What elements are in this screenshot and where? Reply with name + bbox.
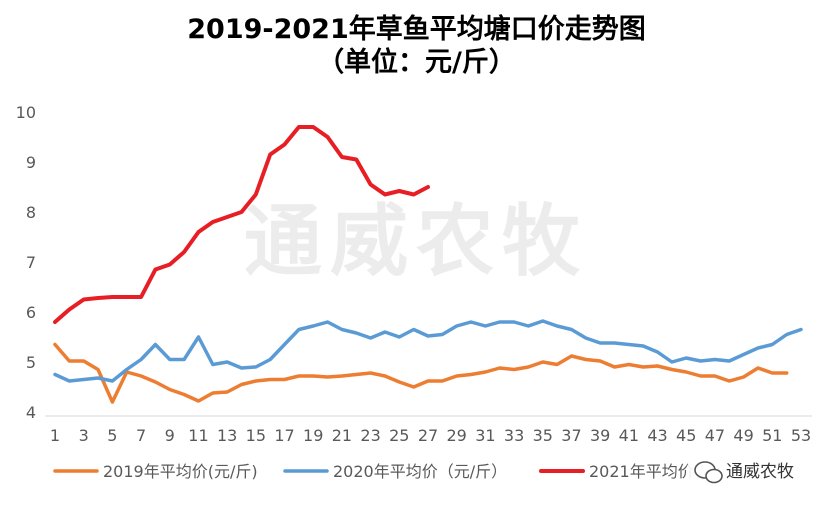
x-tick-label: 39 xyxy=(590,426,610,445)
x-tick-label: 17 xyxy=(274,426,294,445)
legend-label: 2021年平均价 xyxy=(589,462,694,481)
series-line-1 xyxy=(53,342,789,404)
x-tick-label: 53 xyxy=(791,426,811,445)
x-tick-label: 29 xyxy=(447,426,467,445)
legend-label: 2019年平均价(元/斤) xyxy=(103,462,258,481)
y-tick-label: 5 xyxy=(26,353,36,372)
x-tick-label: 45 xyxy=(676,426,696,445)
y-tick-label: 10 xyxy=(16,103,36,122)
y-tick-label: 7 xyxy=(26,253,36,272)
series-line-2 xyxy=(53,319,803,383)
watermark-badge: 通威农牧 xyxy=(686,458,814,484)
x-tick-label: 33 xyxy=(504,426,524,445)
x-tick-label: 43 xyxy=(647,426,667,445)
watermark-badge-text: 通威农牧 xyxy=(726,462,794,482)
x-tick-label: 27 xyxy=(418,426,438,445)
x-tick-label: 23 xyxy=(360,426,380,445)
watermark-text: 通威农牧 xyxy=(244,197,588,287)
x-tick-label: 49 xyxy=(733,426,753,445)
x-tick-label: 9 xyxy=(165,426,175,445)
x-tick-label: 7 xyxy=(136,426,146,445)
wechat-icon-inner xyxy=(705,468,723,484)
x-tick-label: 37 xyxy=(561,426,581,445)
series-lines xyxy=(53,125,803,404)
chart-title: 2019-2021年草鱼平均塘口价走势图 xyxy=(187,14,646,45)
x-tick-label: 25 xyxy=(389,426,409,445)
legend: 2019年平均价(元/斤) 2020年平均价（元/斤） 2021年平均价 xyxy=(53,462,694,481)
x-tick-label: 19 xyxy=(303,426,323,445)
x-tick-label: 15 xyxy=(246,426,266,445)
chart-subtitle: （单位：元/斤） xyxy=(317,47,516,78)
legend-label: 2020年平均价（元/斤） xyxy=(333,462,507,481)
series-line-3 xyxy=(53,125,430,324)
x-tick-label: 11 xyxy=(188,426,208,445)
x-tick-label: 21 xyxy=(332,426,352,445)
x-tick-label: 35 xyxy=(533,426,553,445)
x-tick-label: 31 xyxy=(475,426,495,445)
y-tick-label: 4 xyxy=(26,403,36,422)
x-tick-label: 5 xyxy=(107,426,117,445)
y-tick-label: 9 xyxy=(26,153,36,172)
x-tick-label: 3 xyxy=(79,426,89,445)
x-tick-label: 47 xyxy=(705,426,725,445)
x-tick-label: 1 xyxy=(50,426,60,445)
x-tick-label: 51 xyxy=(762,426,782,445)
x-tick-label: 41 xyxy=(619,426,639,445)
x-tick-label: 13 xyxy=(217,426,237,445)
y-tick-label: 6 xyxy=(26,303,36,322)
y-tick-label: 8 xyxy=(26,203,36,222)
